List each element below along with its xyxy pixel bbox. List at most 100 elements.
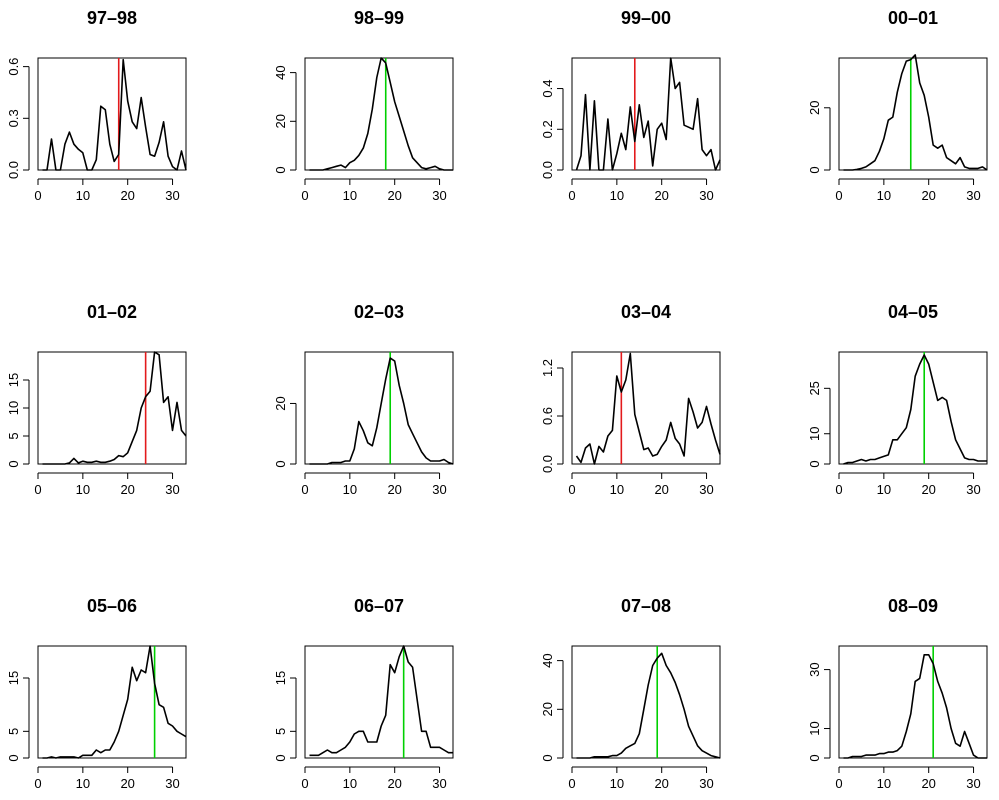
panel-title: 98–99 [354,8,404,28]
x-tick-label: 20 [654,188,668,203]
x-tick-label: 30 [699,188,713,203]
x-tick-label: 0 [34,482,41,497]
series-line [309,645,453,757]
y-tick-label: 40 [273,65,288,79]
x-tick-label: 10 [76,482,90,497]
panel-4: 01–02 0 10 20 30 0 5 10 15 [6,302,187,497]
y-tick-label: 0.0 [6,161,21,179]
plot-frame [37,57,187,171]
x-tick-label: 0 [835,188,842,203]
panel-title: 04–05 [888,302,938,322]
panel-9: 06–07 0 10 20 30 0 5 15 [273,596,454,791]
x-tick-label: 10 [610,188,624,203]
plot-frame [838,351,988,465]
x-tick-label: 30 [165,188,179,203]
y-tick-label: 0 [273,166,288,173]
plot-frame [304,645,454,759]
panel-0: 97–98 0 10 20 30 0.0 0.3 0.6 [6,8,187,203]
plot-frame [571,57,721,171]
y-tick-label: 20 [807,101,822,115]
plot-frame [838,57,988,171]
plot-frame [838,645,988,759]
series-line [42,351,187,465]
y-tick-label: 5 [273,728,288,735]
panel-title: 06–07 [354,596,404,616]
y-tick-label: 10 [807,721,822,735]
x-tick-label: 30 [432,776,446,791]
y-tick-label: 25 [807,381,822,395]
panel-3: 00–01 0 10 20 30 0 20 [807,8,988,203]
panel-title: 05–06 [87,596,137,616]
series-line [843,354,987,465]
x-tick-label: 10 [877,776,891,791]
panel-title: 01–02 [87,302,137,322]
y-tick-label: 0 [807,166,822,173]
y-tick-label: 10 [807,426,822,440]
x-tick-label: 30 [432,188,446,203]
x-tick-label: 20 [654,482,668,497]
plot-frame [571,351,721,465]
y-tick-label: 0.4 [540,80,555,98]
x-tick-label: 10 [343,188,357,203]
x-tick-label: 10 [76,776,90,791]
x-tick-label: 20 [387,188,401,203]
x-tick-label: 20 [387,482,401,497]
panel-11: 08–09 0 10 20 30 0 10 30 [807,596,988,791]
x-tick-label: 30 [165,482,179,497]
x-tick-label: 30 [966,482,980,497]
y-tick-label: 20 [540,702,555,716]
x-tick-label: 0 [568,776,575,791]
panel-1: 98–99 0 10 20 30 0 20 40 [273,8,454,203]
y-tick-label: 30 [807,662,822,676]
y-tick-label: 0.6 [540,407,555,425]
y-tick-label: 20 [273,114,288,128]
y-tick-label: 15 [6,373,21,387]
panel-10: 07–08 0 10 20 30 0 20 40 [540,596,721,791]
plot-frame [571,645,721,759]
series-line [42,58,187,171]
y-tick-label: 0.3 [6,109,21,127]
x-tick-label: 0 [301,188,308,203]
x-tick-label: 0 [34,776,41,791]
series-line [575,352,721,465]
y-tick-label: 0 [540,754,555,761]
x-tick-label: 0 [301,776,308,791]
panel-5: 02–03 0 10 20 30 0 20 [273,302,454,497]
x-tick-label: 0 [568,188,575,203]
x-tick-label: 10 [610,776,624,791]
x-tick-label: 30 [699,776,713,791]
x-tick-label: 30 [966,776,980,791]
x-tick-label: 10 [877,482,891,497]
plot-frame [304,351,454,465]
y-tick-label: 15 [6,671,21,685]
y-tick-label: 10 [6,401,21,415]
x-tick-label: 30 [165,776,179,791]
x-tick-label: 10 [877,188,891,203]
series-line [576,652,721,759]
x-tick-label: 10 [343,776,357,791]
y-tick-label: 5 [6,728,21,735]
y-tick-label: 0 [807,754,822,761]
plot-frame [37,351,187,465]
x-tick-label: 0 [835,776,842,791]
y-tick-label: 0 [273,754,288,761]
y-tick-label: 1.2 [540,359,555,377]
y-tick-label: 0 [273,460,288,467]
panel-title: 00–01 [888,8,938,28]
series-line [309,57,453,171]
x-tick-label: 0 [34,188,41,203]
x-tick-label: 20 [120,188,134,203]
series-line [309,357,454,465]
panel-2: 99–00 0 10 20 30 0.0 0.2 0.4 [540,8,721,203]
x-tick-label: 20 [921,776,935,791]
plot-frame [37,645,187,759]
series-line [575,57,721,171]
series-line [42,645,187,759]
x-tick-label: 20 [120,776,134,791]
x-tick-label: 30 [699,482,713,497]
y-tick-label: 0 [807,460,822,467]
x-tick-label: 20 [921,482,935,497]
x-tick-label: 20 [387,776,401,791]
y-tick-label: 0 [6,754,21,761]
x-tick-label: 30 [966,188,980,203]
